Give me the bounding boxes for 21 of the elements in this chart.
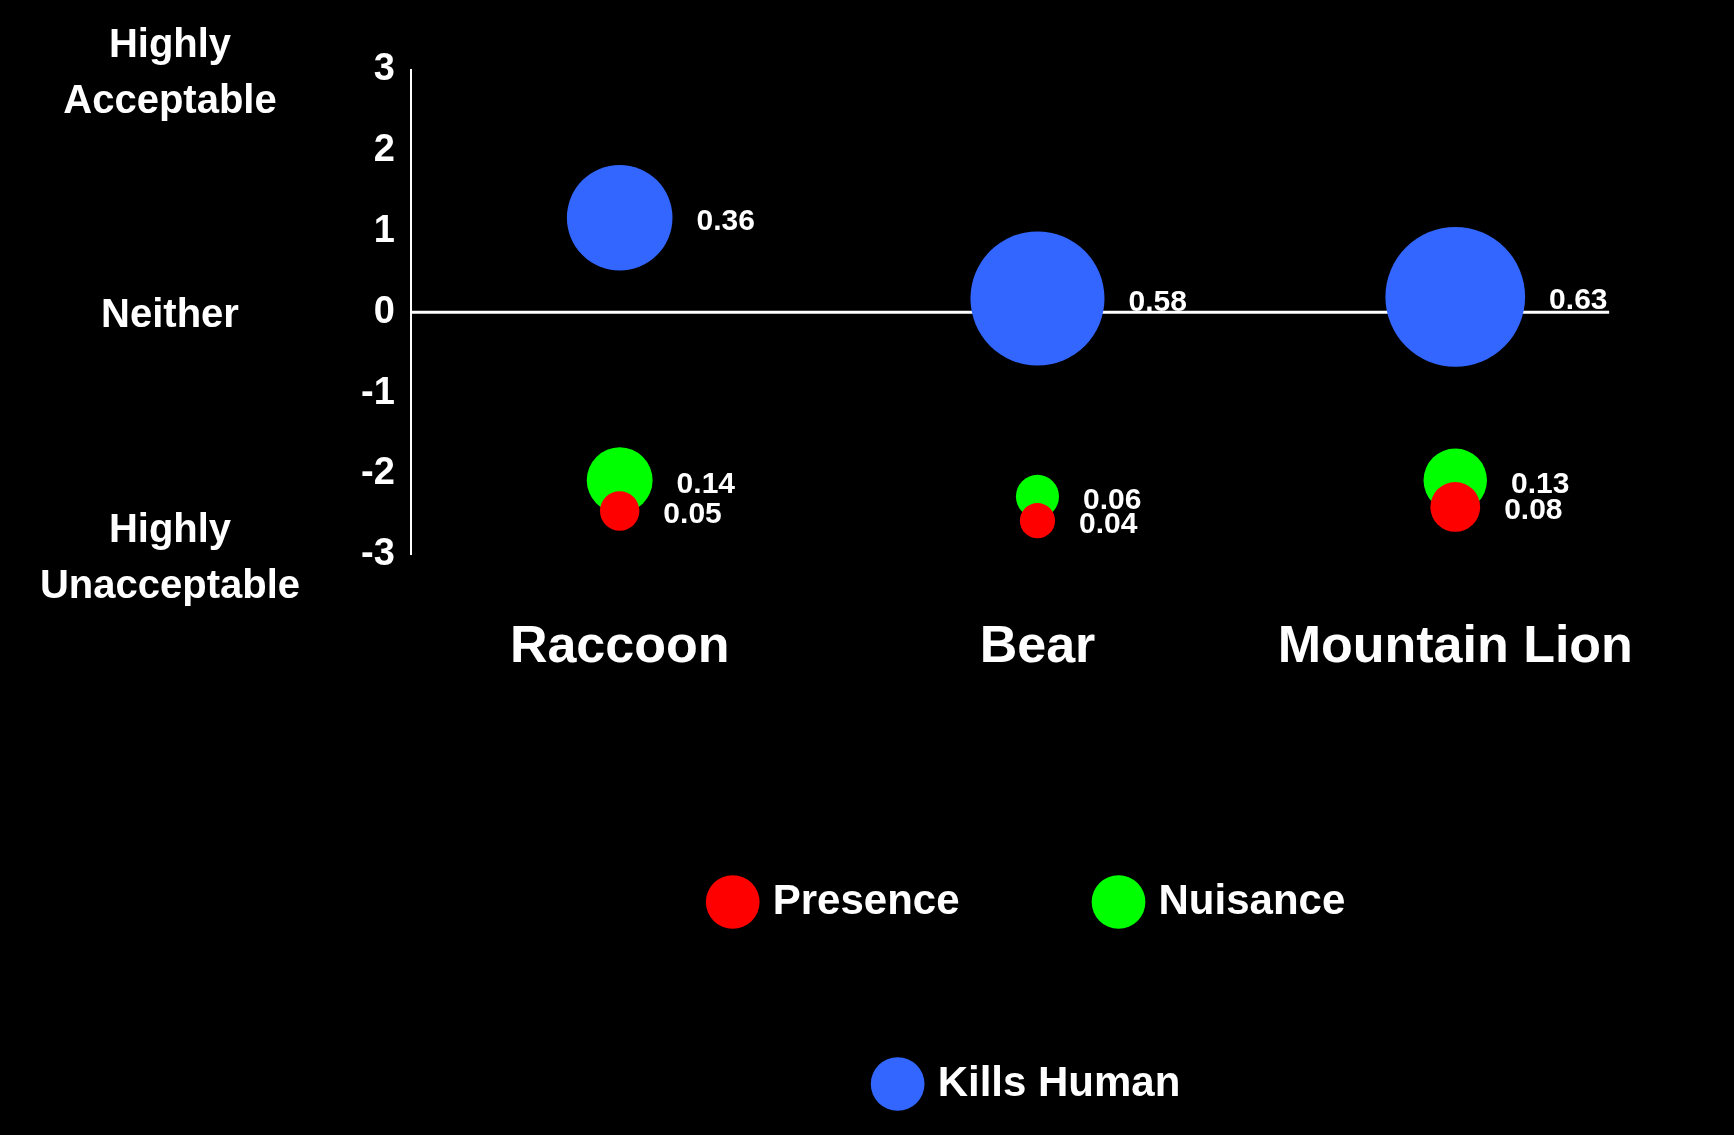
text: Highly Unacceptable <box>39 505 301 606</box>
data-label: 0.58 <box>1128 283 1187 317</box>
data-label: 0.14 <box>676 465 736 499</box>
x-tick-label: Bear <box>979 615 1096 674</box>
y-tick-label: 0 <box>373 288 395 331</box>
data-label: 0.63 <box>1549 282 1608 316</box>
y-tick-label: -3 <box>360 531 395 574</box>
y-tick-label: -1 <box>360 369 395 412</box>
y-tick-label: 2 <box>373 127 395 170</box>
y-tick-label: 1 <box>373 207 395 250</box>
legend-label: Presence <box>772 875 960 923</box>
data-label: 0.05 <box>663 496 722 530</box>
legend-label: Kills Human <box>937 1057 1181 1105</box>
data-label: 0.36 <box>696 202 755 236</box>
legend-label: Nuisance <box>1158 875 1346 923</box>
text: Neither <box>101 291 239 336</box>
text: Highly Acceptable <box>63 20 277 121</box>
x-tick-label: Mountain Lion <box>1277 615 1633 674</box>
y-tick-label: -2 <box>360 450 395 493</box>
x-tick-label: Raccoon <box>509 615 730 674</box>
y-tick-label: 3 <box>373 46 395 89</box>
